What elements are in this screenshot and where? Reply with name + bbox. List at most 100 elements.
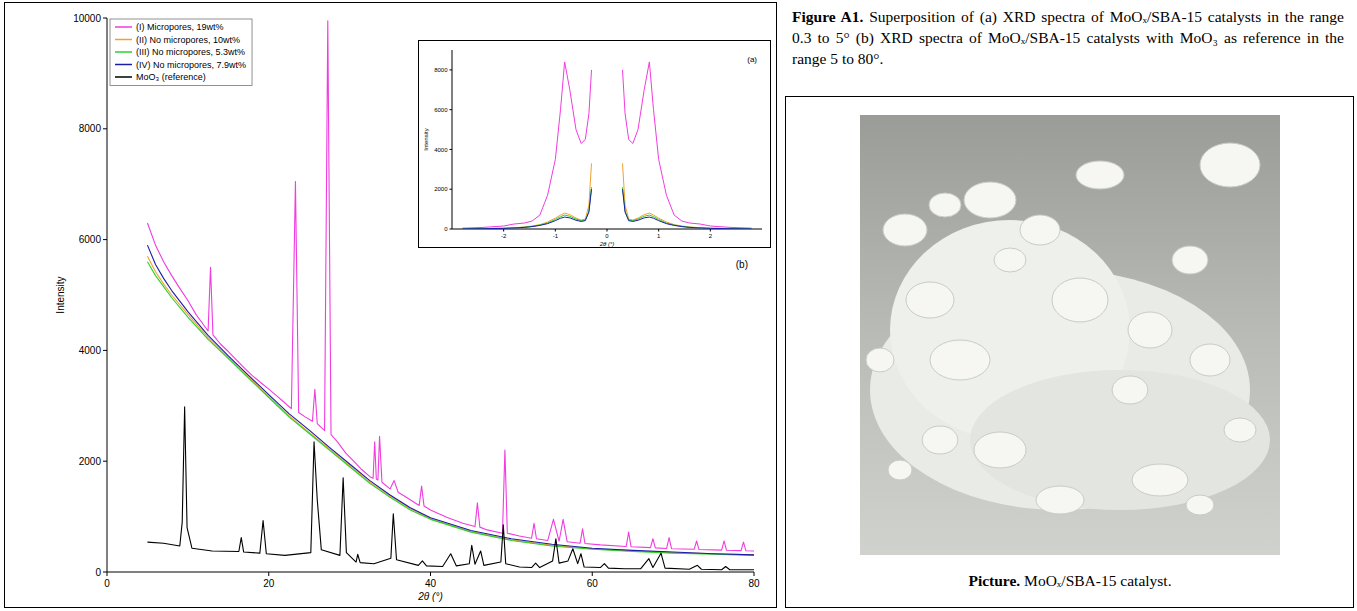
picture-caption-label: Picture.	[968, 572, 1020, 589]
y-tick	[103, 572, 107, 573]
series-line	[462, 189, 751, 229]
series-line	[147, 407, 754, 570]
powder-lump	[1076, 161, 1124, 189]
y-tick-label: 0	[95, 567, 101, 578]
picture-caption-text: MoOₓ/SBA-15 catalyst.	[1024, 572, 1171, 589]
legend-swatch	[115, 26, 132, 28]
powder-lump	[1186, 495, 1214, 515]
panel-letter: (a)	[747, 55, 757, 64]
y-tick	[103, 128, 107, 129]
figure: 02040608002000400060008000100002θ (°)Int…	[0, 0, 1357, 611]
powder-lump	[1190, 344, 1230, 376]
powder-lump	[1128, 312, 1172, 348]
x-tick	[658, 229, 659, 232]
x-tick	[107, 572, 108, 576]
caption-label: Figure A1.	[792, 8, 863, 25]
page: 02040608002000400060008000100002θ (°)Int…	[0, 0, 1357, 611]
x-tick	[430, 572, 431, 576]
y-tick	[450, 229, 453, 230]
x-tick	[607, 229, 608, 232]
legend-swatch	[115, 51, 132, 53]
y-tick	[450, 189, 453, 190]
series-line	[462, 163, 751, 228]
figure-caption: Figure A1. Superposition of (a) XRD spec…	[792, 6, 1344, 69]
x-tick	[754, 572, 755, 576]
powder-lump	[964, 182, 1016, 218]
chart-panel-frame	[5, 3, 777, 608]
panel-letter: (b)	[736, 259, 748, 270]
x-tick	[503, 229, 504, 232]
y-tick-label: 4000	[434, 147, 448, 153]
series-line	[462, 62, 751, 228]
x-tick	[592, 572, 593, 576]
x-tick-label: 20	[263, 578, 275, 589]
powder-lump	[1132, 464, 1188, 496]
x-tick	[710, 229, 711, 232]
x-tick-label: 60	[587, 578, 599, 589]
y-axis	[452, 50, 453, 229]
x-tick	[268, 572, 269, 576]
powder-lump	[906, 282, 954, 318]
series-line	[147, 262, 754, 556]
y-tick	[450, 69, 453, 70]
powder-heap	[970, 370, 1270, 510]
x-axis-title: 2θ (°)	[599, 241, 615, 247]
y-tick-label: 6000	[79, 234, 102, 245]
powder-lump	[1112, 376, 1148, 404]
powder-lump	[1224, 418, 1256, 442]
x-tick	[555, 229, 556, 232]
plot-area	[462, 62, 751, 229]
y-axis-title: Intensity	[55, 276, 66, 313]
y-tick-label: 6000	[434, 107, 448, 113]
powder-lump	[930, 340, 990, 380]
series-line	[147, 256, 754, 555]
y-tick-label: 2000	[79, 456, 102, 467]
series-line	[462, 187, 751, 229]
x-tick-label: 40	[425, 578, 437, 589]
y-tick	[103, 350, 107, 351]
photo-background	[860, 115, 1280, 555]
powder-lump	[994, 248, 1026, 272]
caption-text: Superposition of (a) XRD spectra of MoOₓ…	[792, 8, 1344, 67]
x-tick-label: 80	[748, 578, 760, 589]
legend-swatch	[115, 39, 132, 41]
y-axis	[107, 18, 108, 572]
powder-lump	[888, 460, 912, 480]
picture-frame	[786, 97, 1354, 608]
inset-frame	[419, 41, 771, 248]
powder-lump	[866, 348, 894, 372]
y-axis-title: Intensity	[423, 128, 429, 150]
legend-label: MoO₃ (reference)	[136, 72, 206, 82]
y-tick	[103, 239, 107, 240]
picture-caption: Picture. MoOₓ/SBA-15 catalyst.	[786, 572, 1354, 590]
legend: (I) Micropores, 19wt%(II) No micropores,…	[110, 19, 252, 86]
x-tick-label: 0	[605, 233, 609, 239]
powder-lump	[883, 214, 927, 246]
x-tick-label: 0	[104, 578, 110, 589]
photo	[860, 115, 1280, 555]
y-tick-label: 0	[444, 226, 448, 232]
y-tick	[450, 109, 453, 110]
powder-lump	[922, 426, 958, 454]
y-tick	[103, 18, 107, 19]
powder-lump	[1200, 143, 1260, 187]
x-tick-label: 2	[709, 233, 713, 239]
legend-swatch	[115, 76, 132, 78]
powder-lump	[1020, 215, 1060, 245]
x-tick-label: -1	[553, 233, 559, 239]
x-axis-title: 2θ (°)	[417, 591, 442, 602]
y-tick-label: 8000	[79, 123, 102, 134]
legend-label: (IV) No micropores, 7.9wt%	[136, 60, 246, 70]
y-tick-label: 2000	[434, 186, 448, 192]
legend-label: (III) No micropores, 5.3wt%	[136, 47, 245, 57]
x-tick-label: 1	[657, 233, 661, 239]
powder-lump	[1036, 486, 1084, 514]
legend-swatch	[115, 64, 132, 66]
powder-lump	[929, 193, 961, 217]
legend-label: (II) No micropores, 10wt%	[136, 35, 240, 45]
inset-chart: -2-1012020004000600080002θ (°)Intensity(…	[419, 41, 771, 248]
series-line	[147, 245, 754, 555]
powder-lump	[1052, 278, 1108, 322]
x-tick-label: -2	[501, 233, 507, 239]
y-tick-label: 10000	[73, 13, 101, 24]
